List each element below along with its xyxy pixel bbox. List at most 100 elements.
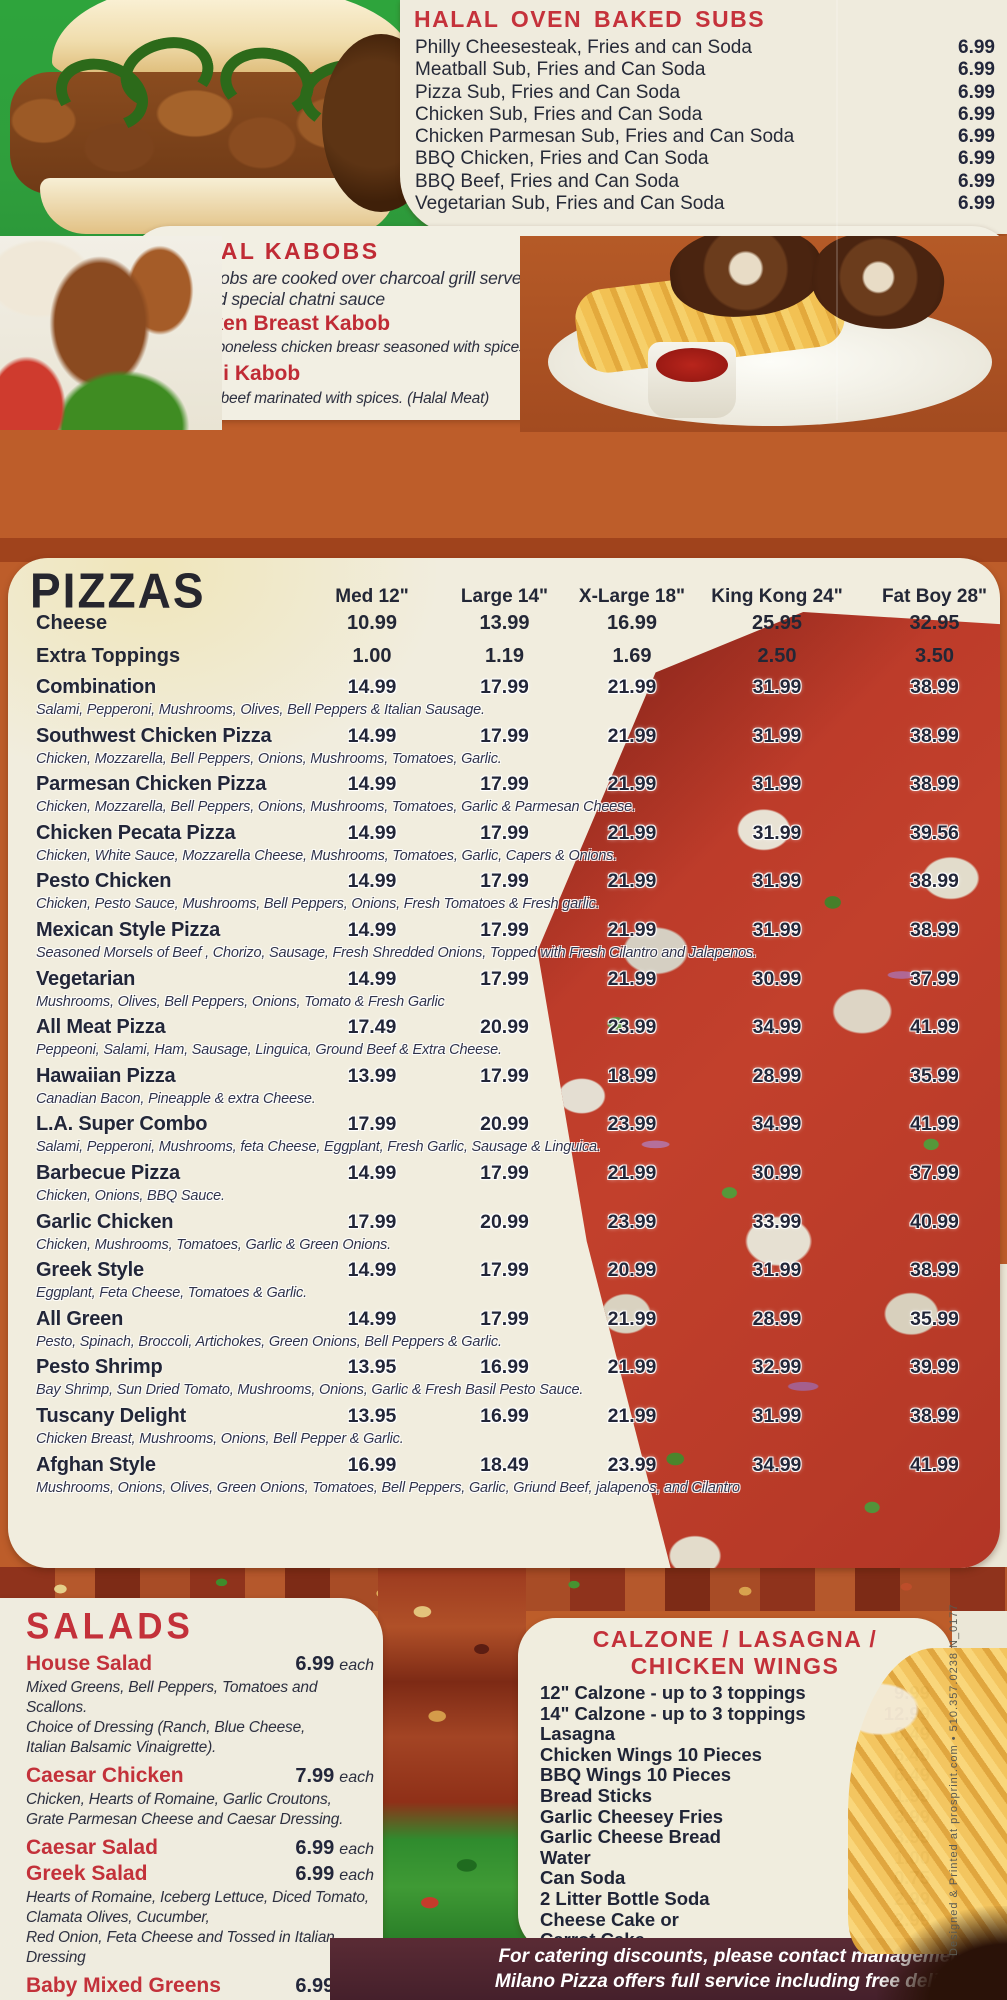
price: 14.99: [347, 676, 397, 698]
menu-item: BBQ Beef, Fries and Can Soda 6.99: [415, 171, 1007, 193]
price: 20.99: [480, 1210, 529, 1233]
price-unit: each: [339, 1657, 374, 1674]
menu-item: Pizza Sub, Fries and Can Soda 6.99: [415, 82, 1007, 104]
pizza-desc: Bay Shrimp, Sun Dried Tomato, Mushrooms,…: [36, 1382, 584, 1399]
price: 17.99: [347, 1113, 397, 1136]
pizza-row: Barbecue Pizza 14.99 17.99 21.99 30.99 37.99 …: [22, 1162, 1000, 1211]
menu-item: Caesar Chicken 7.99 each: [26, 1764, 374, 1790]
item-price: 6.99: [295, 1837, 335, 1859]
price: 14.99: [347, 724, 397, 747]
item-name: Philly Cheesesteak, Fries and can Soda: [415, 37, 752, 58]
price: 28.99: [752, 1064, 802, 1087]
footer-note: For catering discounts, please contact m…: [426, 1944, 1007, 1994]
price: 33.99: [752, 1210, 802, 1233]
price: 39.56: [910, 821, 959, 844]
item-name: Chicken Parmesan Sub, Fries and Can Soda: [415, 126, 795, 148]
price: 17.99: [480, 821, 529, 844]
price: 14.99: [347, 967, 397, 990]
item-name: Chicken Breast Kabob: [166, 312, 391, 335]
price: 3.50: [915, 645, 954, 667]
item-desc: Tender boneless chicken breasr seasoned …: [166, 339, 531, 356]
price: 39.99: [910, 1356, 959, 1379]
pizza-row: Tuscany Delight 13.95 16.99 21.99 31.99 38.99…: [22, 1405, 1000, 1454]
price: 34.99: [752, 1113, 802, 1136]
price: 14.99: [347, 1161, 397, 1184]
fold-crease: [836, 0, 838, 420]
subs-list: Philly Cheesesteak, Fries and can Soda 6.…: [415, 37, 1007, 215]
price: 18.99: [607, 1064, 657, 1087]
price: 21.99: [607, 1161, 657, 1184]
subs-title: HALAL OVEN BAKED SUBS: [414, 6, 766, 32]
pizza-desc: Eggplant, Feta Cheese, Tomatoes & Garlic…: [36, 1285, 307, 1302]
price: 13.99: [347, 1064, 397, 1087]
item-name: Garlic Cheesey Fries: [540, 1805, 724, 1827]
ketchup-cup: [648, 342, 736, 418]
printer-credit-text: Designed & Printed at prosprint.com • 51…: [948, 1603, 960, 1957]
price: 18.49: [480, 1453, 529, 1476]
pizza-row: Afghan Style 16.99 18.49 23.99 34.99 41.99 Mu…: [22, 1454, 1000, 1503]
pizza-name: Chicken Pecata Pizza: [36, 821, 236, 844]
price: 31.99: [752, 1259, 802, 1282]
pizza-desc: Chicken, Mozzarella, Bell Peppers, Onion…: [36, 750, 502, 767]
pizza-name: Tuscany Delight: [36, 1404, 186, 1427]
price: 20.99: [607, 1259, 657, 1282]
calzone-title-line1: CALZONE / LASAGNA /: [592, 1626, 878, 1652]
item-price: 6.99: [295, 1863, 335, 1885]
size-header: King Kong 24": [711, 586, 843, 607]
item-name: BBQ Chicken, Fries and Can Soda: [415, 148, 709, 170]
pizza-row: All Green 14.99 17.99 21.99 28.99 35.99 Pesto…: [22, 1308, 1000, 1357]
item-price: 6.99: [958, 148, 995, 170]
item-price: 6.99: [958, 103, 995, 125]
price-unit: each: [339, 1769, 374, 1786]
pizza-row: L.A. Super Combo 17.99 20.99 23.99 34.99 41.9…: [22, 1113, 1000, 1162]
price: 23.99: [607, 1453, 657, 1476]
price: 17.99: [480, 918, 529, 941]
item-name: 12" Calzone - up to 3 toppings: [540, 1682, 806, 1703]
item-name: Caesar Salad: [26, 1836, 158, 1859]
price: 13.95: [347, 1356, 397, 1379]
price: 40.99: [910, 1210, 959, 1233]
price: 23.99: [607, 1210, 657, 1233]
item-name: Baby Mixed Greens: [26, 1974, 221, 1997]
pizza-row: Vegetarian 14.99 17.99 21.99 30.99 37.99 Mush…: [22, 968, 1000, 1017]
pizza-row: Combination 14.99 17.99 21.99 31.99 38.99 Sal…: [22, 676, 1000, 725]
pizzas-section: PIZZAS Med 12" Large 14" X-Large 18" Kin…: [8, 558, 1000, 1568]
bread-bottom: [40, 178, 396, 234]
item-name: BBQ Wings 10 Pieces: [540, 1764, 732, 1786]
menu-item: Caesar Salad 6.99 each: [26, 1836, 374, 1862]
price: 2.50: [757, 645, 797, 667]
price: 25.95: [751, 612, 803, 634]
pizza-name: Parmesan Chicken Pizza: [36, 773, 267, 796]
item-price: 6.99: [958, 170, 995, 192]
pizza-row: Parmesan Chicken Pizza 14.99 17.99 21.99 31.…: [22, 773, 1000, 822]
row-label: Cheese: [36, 612, 108, 634]
price: 30.99: [752, 1161, 802, 1184]
pizza-desc: Peppeoni, Salami, Ham, Sausage, Linguica…: [36, 1042, 502, 1059]
size-header: X-Large 18": [578, 586, 686, 607]
price: 17.99: [480, 1161, 529, 1184]
kabobs-note: All Kabobs are cooked over charcoal gril…: [166, 268, 566, 309]
pizza-desc: Chicken Breast, Mushrooms, Onions, Bell …: [36, 1430, 404, 1447]
price: 35.99: [910, 1064, 959, 1087]
pizza-desc: Chicken, Pesto Sauce, Mushrooms, Bell Pe…: [36, 896, 600, 913]
price: 20.99: [480, 1016, 529, 1039]
price: 17.99: [347, 1210, 397, 1233]
item-name: Lasagna: [540, 1723, 616, 1745]
pizza-name: Afghan Style: [36, 1453, 156, 1476]
price: 14.99: [347, 870, 397, 893]
pizza-desc: Chicken, Onions, BBQ Sauce.: [36, 1187, 225, 1204]
price: 31.99: [752, 821, 802, 844]
item-price: 6.99: [958, 126, 995, 148]
item-name: Garlic Cheese Bread: [540, 1826, 721, 1848]
price: 17.99: [480, 724, 529, 747]
menu-item: Vegetarian Sub, Fries and Can Soda 6.99: [415, 193, 1007, 215]
pizza-row: Southwest Chicken Pizza 14.99 17.99 21.99 31…: [22, 725, 1000, 774]
item-name: Greek Salad: [26, 1862, 148, 1885]
pizza-row: Mexican Style Pizza 14.99 17.99 21.99 31.99 3…: [22, 919, 1000, 968]
price: 41.99: [910, 1453, 959, 1476]
menu-item: Philly Cheesesteak, Fries and can Soda 6.…: [415, 37, 1007, 59]
pizza-name: Vegetarian: [36, 967, 136, 990]
subs-section: HALAL OVEN BAKED SUBS Philly Cheesesteak…: [400, 0, 1007, 234]
pizza-rows: Combination 14.99 17.99 21.99 31.99 38.99 Sal…: [22, 676, 1000, 1502]
